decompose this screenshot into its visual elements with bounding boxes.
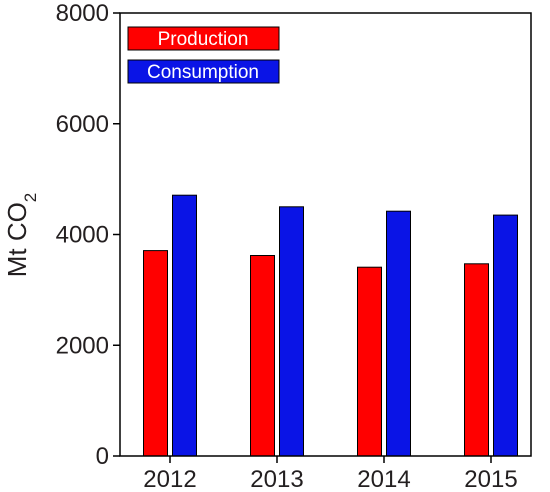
legend-swatch-production xyxy=(127,26,280,51)
x-axis-ticks: 2012 2013 2014 2015 xyxy=(143,456,518,492)
bar-consumption-2014 xyxy=(386,210,411,457)
bar-consumption-2012 xyxy=(172,194,197,457)
bar-production-2012 xyxy=(143,250,168,457)
legend: Production Consumption xyxy=(127,26,280,84)
y-axis-label: Mt CO2 xyxy=(2,193,40,278)
bar-production-2015 xyxy=(464,263,489,457)
y-axis-ticks: 0 2000 4000 6000 8000 xyxy=(56,0,120,470)
bar-production-2013 xyxy=(250,255,275,457)
y-tick-label: 6000 xyxy=(56,111,109,138)
x-tick-label: 2014 xyxy=(357,466,410,492)
legend-label-production: Production xyxy=(158,29,249,50)
bar-consumption-2015 xyxy=(493,214,518,457)
bar-consumption-2013 xyxy=(279,206,304,457)
x-tick-label: 2012 xyxy=(143,466,196,492)
x-tick-label: 2015 xyxy=(464,466,517,492)
y-tick-label: 8000 xyxy=(56,0,109,27)
bar-production-2014 xyxy=(357,266,382,457)
legend-label-consumption: Consumption xyxy=(147,62,259,83)
bars-group xyxy=(143,194,518,457)
legend-swatch-consumption xyxy=(127,59,280,84)
y-tick-label: 4000 xyxy=(56,222,109,249)
x-tick-label: 2013 xyxy=(250,466,303,492)
y-tick-label: 2000 xyxy=(56,332,109,359)
y-tick-label: 0 xyxy=(96,443,109,470)
